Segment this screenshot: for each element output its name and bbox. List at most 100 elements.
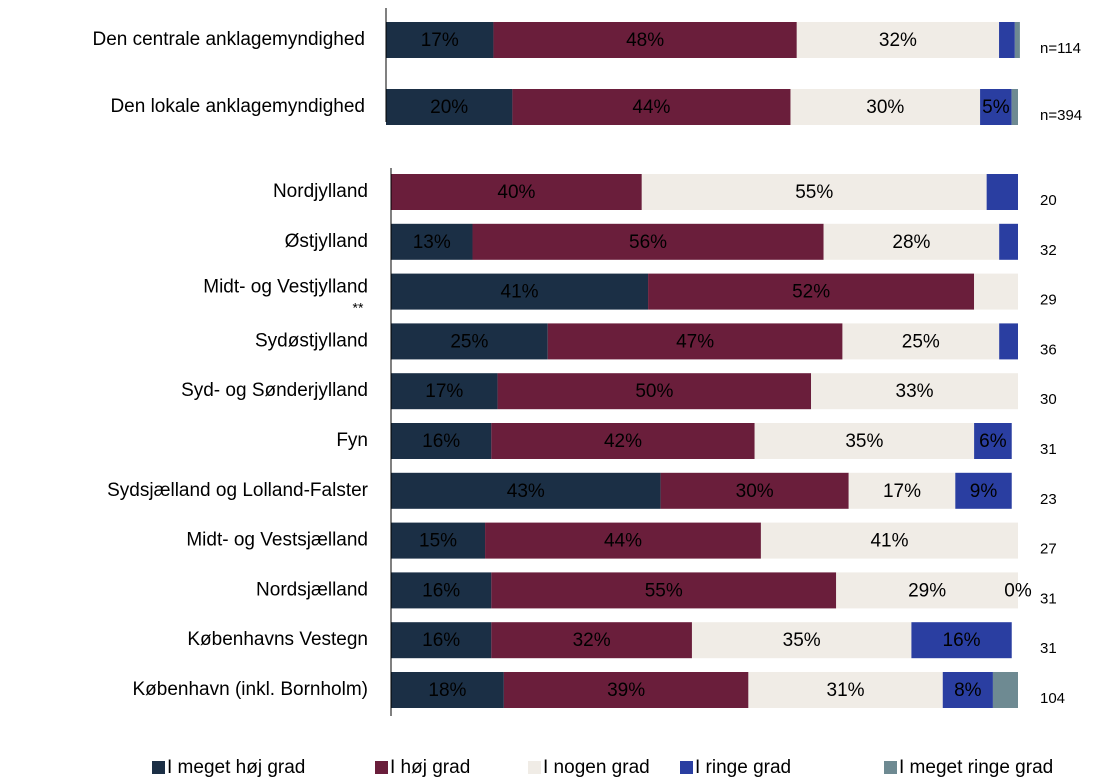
value-label: 16% — [422, 580, 460, 601]
category-label: Den centrale anklagemyndighed — [92, 29, 365, 50]
bar-segment — [497, 373, 812, 410]
bar-segment — [999, 323, 1018, 360]
value-label: 0% — [1004, 580, 1032, 601]
bar-segment — [974, 423, 1012, 459]
category-label: Midt- og Vestsjælland — [186, 530, 368, 551]
bar-segment — [748, 672, 943, 708]
bar-segment — [1014, 22, 1020, 58]
value-label: 30% — [736, 481, 774, 502]
value-label: 31% — [827, 680, 865, 701]
n-label: 23 — [1040, 491, 1057, 508]
bar-segment — [986, 174, 1018, 210]
value-label: 9% — [970, 481, 998, 502]
value-label: 15% — [419, 531, 457, 552]
value-label: 30% — [866, 97, 904, 118]
category-label: Den lokale anklagemyndighed — [110, 96, 365, 117]
value-label: 39% — [607, 680, 645, 701]
value-label: 16% — [422, 431, 460, 452]
bar-segment — [485, 522, 761, 559]
category-label: Østjylland — [285, 231, 368, 252]
bar-segment — [992, 672, 1018, 708]
value-label: 32% — [573, 630, 611, 651]
category-label: Nordjylland — [273, 181, 368, 202]
value-label: 25% — [450, 331, 488, 352]
bar-segment — [391, 423, 492, 459]
category-label: Sydøstjylland — [255, 330, 368, 351]
bar-segment — [942, 672, 993, 708]
value-label: 41% — [870, 531, 908, 552]
value-label: 55% — [645, 580, 683, 601]
bar-segment — [391, 522, 486, 559]
value-label: 28% — [892, 232, 930, 253]
value-label: 47% — [676, 331, 714, 352]
bar-segment — [980, 89, 1012, 125]
bar-segment — [999, 22, 1015, 58]
bar-segment — [848, 472, 956, 509]
legend-swatch — [680, 761, 693, 774]
bar-segment — [391, 373, 498, 410]
bar-segment — [790, 89, 981, 125]
value-label: 52% — [792, 282, 830, 303]
value-label: 32% — [879, 30, 917, 51]
value-label: 16% — [943, 630, 981, 651]
bar-segment — [955, 472, 1012, 509]
bar-segment — [391, 174, 642, 210]
value-label: 56% — [629, 232, 667, 253]
legend-label: I høj grad — [390, 757, 470, 778]
category-note: ** — [353, 299, 364, 315]
bar-segment — [974, 273, 1018, 310]
value-label: 43% — [507, 481, 545, 502]
value-label: 17% — [421, 30, 459, 51]
bar-segment — [391, 472, 661, 509]
bar-segment — [823, 223, 1000, 260]
value-label: 44% — [604, 531, 642, 552]
value-label: 8% — [954, 680, 982, 701]
n-label: 31 — [1040, 640, 1057, 657]
n-label: 27 — [1040, 541, 1057, 558]
bar-segment — [754, 423, 975, 459]
value-label: 17% — [425, 381, 463, 402]
bar-segment — [472, 223, 824, 260]
bar-segment — [391, 572, 492, 609]
n-label: 31 — [1040, 590, 1057, 607]
n-label: 104 — [1040, 690, 1065, 707]
n-label: 36 — [1040, 341, 1057, 358]
legend-label: I meget høj grad — [167, 757, 305, 778]
legend-label: I nogen grad — [543, 757, 650, 778]
value-label: 17% — [883, 481, 921, 502]
n-label: n=114 — [1040, 40, 1081, 57]
bar-segment — [491, 572, 837, 609]
bar-segment — [547, 323, 843, 360]
bar-segment — [911, 622, 1012, 659]
bar-segment — [391, 672, 504, 708]
bar-segment — [760, 522, 1018, 559]
n-label: 29 — [1040, 292, 1057, 309]
bar-segment — [641, 174, 987, 210]
value-label: 44% — [632, 97, 670, 118]
legend-label: I ringe grad — [695, 757, 791, 778]
category-label: Sydsjælland og Lolland-Falster — [107, 480, 369, 501]
bar-segment — [836, 572, 1018, 609]
bar-segment — [691, 622, 912, 659]
category-label: Københavns Vestegn — [187, 629, 368, 650]
value-label: 29% — [908, 580, 946, 601]
legend-swatch — [884, 761, 897, 774]
value-label: 5% — [982, 97, 1010, 118]
value-label: 16% — [422, 630, 460, 651]
value-label: 33% — [896, 381, 934, 402]
value-label: 35% — [845, 431, 883, 452]
value-label: 48% — [626, 30, 664, 51]
bar-segment — [491, 423, 755, 459]
legend-swatch — [152, 761, 165, 774]
bar-segment — [503, 672, 749, 708]
value-label: 42% — [604, 431, 642, 452]
bar-segment — [391, 273, 649, 310]
n-label: 30 — [1040, 391, 1057, 408]
bar-segment — [811, 373, 1018, 410]
n-label: 31 — [1040, 441, 1057, 458]
category-label: Syd- og Sønderjylland — [181, 380, 368, 401]
bar-segment — [660, 472, 849, 509]
bar-segment — [491, 622, 692, 659]
bar-segment — [842, 323, 1000, 360]
